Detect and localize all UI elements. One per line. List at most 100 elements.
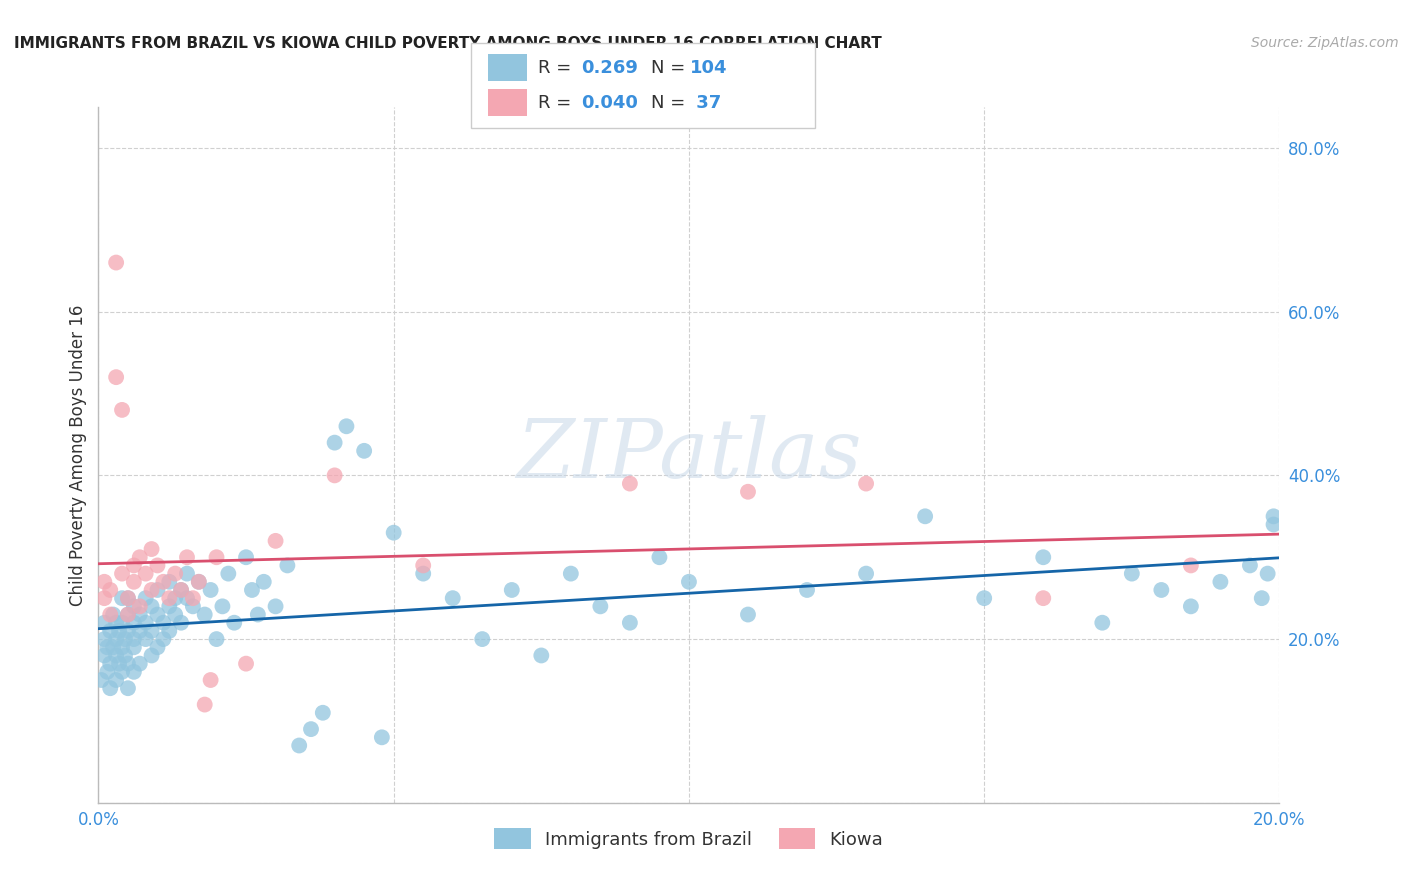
Text: 104: 104 (690, 59, 728, 77)
Point (235, 550, 257, 565)
Point (152, 615, 174, 630)
Point (128, 624, 150, 638)
Text: IMMIGRANTS FROM BRAZIL VS KIOWA CHILD POVERTY AMONG BOYS UNDER 16 CORRELATION CH: IMMIGRANTS FROM BRAZIL VS KIOWA CHILD PO… (14, 36, 882, 51)
Point (122, 640, 145, 655)
Point (111, 640, 134, 655)
Point (108, 624, 131, 638)
Point (157, 591, 180, 606)
Point (93, 632, 115, 646)
Point (253, 574, 276, 589)
Point (128, 599, 150, 614)
Point (560, 566, 582, 581)
Point (1257, 566, 1279, 581)
Point (217, 566, 239, 581)
Point (737, 484, 759, 499)
Point (117, 591, 139, 606)
Point (501, 582, 523, 597)
Point (98, 657, 121, 671)
Point (323, 435, 346, 450)
Point (152, 632, 174, 646)
Point (205, 632, 228, 646)
Point (1239, 558, 1261, 573)
Point (122, 558, 145, 573)
Point (93, 648, 115, 663)
Point (205, 550, 228, 565)
Point (648, 550, 671, 565)
Point (170, 582, 193, 597)
Point (146, 607, 169, 622)
Point (111, 403, 134, 417)
Point (117, 681, 139, 696)
Point (299, 722, 322, 736)
Point (122, 632, 145, 646)
Point (117, 591, 139, 606)
Point (412, 566, 434, 581)
Point (1180, 558, 1202, 573)
Text: 37: 37 (690, 94, 721, 112)
Point (141, 542, 163, 557)
Point (128, 657, 150, 671)
Point (914, 509, 936, 524)
Point (105, 673, 128, 687)
Point (1263, 517, 1285, 532)
Point (176, 591, 198, 606)
Point (111, 615, 134, 630)
Point (157, 624, 180, 638)
Text: R =: R = (538, 94, 578, 112)
Point (181, 591, 204, 606)
Point (105, 255, 128, 269)
Point (165, 607, 187, 622)
Point (194, 698, 217, 712)
Point (619, 476, 641, 491)
Point (157, 574, 180, 589)
Text: N =: N = (651, 59, 690, 77)
Point (93, 591, 115, 606)
Point (141, 582, 163, 597)
Text: N =: N = (651, 94, 690, 112)
Point (93, 615, 115, 630)
Point (98, 624, 121, 638)
Point (152, 574, 174, 589)
Point (1121, 566, 1143, 581)
Point (117, 624, 139, 638)
Text: Source: ZipAtlas.com: Source: ZipAtlas.com (1251, 36, 1399, 50)
Point (103, 640, 125, 655)
Point (105, 648, 128, 663)
Point (211, 599, 233, 614)
Point (187, 574, 209, 589)
Point (371, 731, 394, 745)
Point (103, 607, 125, 622)
Point (288, 739, 311, 753)
Point (678, 574, 700, 589)
Point (108, 657, 131, 671)
Point (146, 582, 169, 597)
Point (111, 591, 134, 606)
Point (157, 599, 180, 614)
Point (1263, 509, 1285, 524)
Point (96, 640, 118, 655)
Point (176, 566, 198, 581)
Point (855, 476, 877, 491)
Point (98, 582, 121, 597)
Point (412, 558, 434, 573)
Point (353, 443, 375, 458)
Text: ZIPatlas: ZIPatlas (516, 415, 862, 495)
Point (122, 599, 145, 614)
Point (114, 648, 136, 663)
Point (194, 607, 217, 622)
Point (1250, 591, 1272, 606)
Point (176, 550, 198, 565)
Point (122, 574, 145, 589)
Point (105, 370, 128, 384)
Point (737, 607, 759, 622)
Point (117, 607, 139, 622)
Legend: Immigrants from Brazil, Kiowa: Immigrants from Brazil, Kiowa (488, 822, 890, 856)
Point (170, 615, 193, 630)
Point (114, 632, 136, 646)
Point (200, 582, 222, 597)
Text: R =: R = (538, 59, 578, 77)
Point (170, 582, 193, 597)
Point (855, 566, 877, 581)
Point (589, 599, 612, 614)
Point (111, 566, 134, 581)
